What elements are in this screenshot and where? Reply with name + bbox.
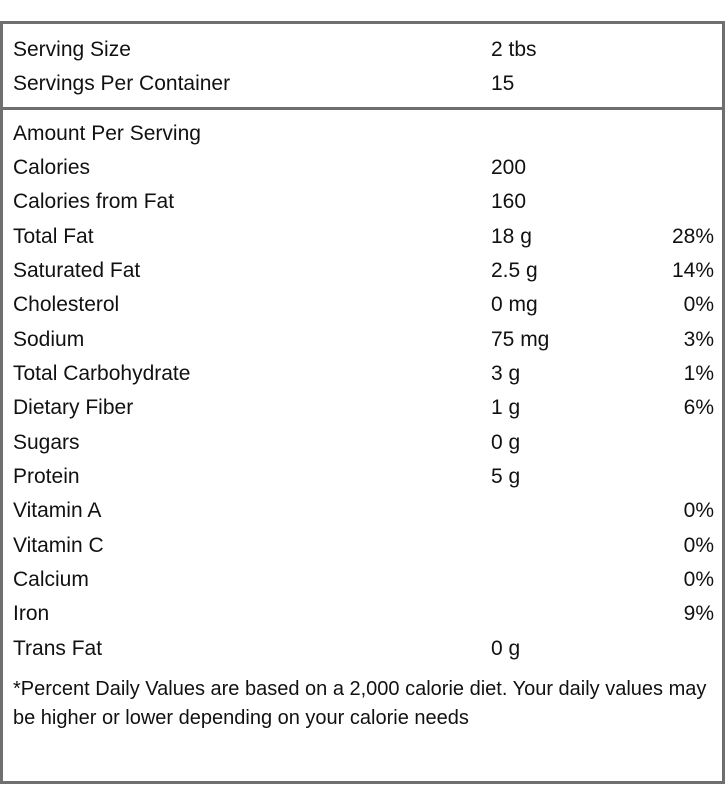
nutrient-row-total-carbohydrate: Total Carbohydrate 3 g 1% [3,357,722,391]
nutrient-row-calories-from-fat: Calories from Fat 160 [3,185,722,219]
nutrient-amount: 160 [491,190,527,213]
nutrient-row-dietary-fiber: Dietary Fiber 1 g 6% [3,391,722,425]
nutrient-row-protein: Protein 5 g [3,460,722,494]
amount-per-serving-label: Amount Per Serving [13,122,201,145]
nutrient-amount: 200 [491,156,527,179]
nutrient-amount: 0 mg [491,293,538,316]
nutrient-row-sugars: Sugars 0 g [3,426,722,460]
serving-size-value: 2 tbs [491,38,537,61]
nutrient-label: Trans Fat [13,637,103,660]
nutrient-amount: 3 g [491,362,521,385]
serving-size-label: Serving Size [13,38,131,61]
nutrient-daily-value: 9% [683,602,714,625]
nutrient-daily-value: 1% [683,362,714,385]
nutrient-row-calcium: Calcium 0% [3,563,722,597]
nutrient-daily-value: 0% [683,534,714,557]
nutrient-label: Total Fat [13,225,94,248]
nutrient-label: Calcium [13,568,89,591]
nutrient-row-iron: Iron 9% [3,597,722,631]
nutrient-row-calories: Calories 200 [3,151,722,185]
nutrient-label: Total Carbohydrate [13,362,191,385]
nutrient-amount: 18 g [491,225,532,248]
nutrient-label: Saturated Fat [13,259,141,282]
nutrient-row-vitamin-a: Vitamin A 0% [3,494,722,528]
servings-per-container-row: Servings Per Container 15 [3,67,722,101]
nutrient-daily-value: 0% [683,568,714,591]
nutrient-amount: 75 mg [491,328,550,351]
nutrient-label: Calories [13,156,91,179]
nutrient-row-sodium: Sodium 75 mg 3% [3,323,722,357]
nutrient-label: Vitamin A [13,499,102,522]
nutrient-amount: 5 g [491,465,521,488]
nutrient-amount: 0 g [491,637,521,660]
servings-per-container-value: 15 [491,72,515,95]
nutrient-row-total-fat: Total Fat 18 g 28% [3,220,722,254]
serving-size-row: Serving Size 2 tbs [3,33,722,67]
amount-per-serving-heading: Amount Per Serving [3,117,722,151]
nutrient-label: Protein [13,465,80,488]
nutrient-daily-value: 28% [671,225,714,248]
nutrient-label: Cholesterol [13,293,120,316]
nutrient-daily-value: 0% [683,499,714,522]
nutrient-daily-value: 3% [683,328,714,351]
nutrient-row-saturated-fat: Saturated Fat 2.5 g 14% [3,254,722,288]
nutrient-daily-value: 0% [683,293,714,316]
servings-per-container-label: Servings Per Container [13,72,231,95]
nutrient-label: Iron [13,602,50,625]
serving-section: Serving Size 2 tbs Servings Per Containe… [3,24,722,110]
nutrient-label: Calories from Fat [13,190,175,213]
nutrient-label: Dietary Fiber [13,396,134,419]
nutrition-facts-panel: Serving Size 2 tbs Servings Per Containe… [0,21,725,784]
nutrient-label: Sodium [13,328,85,351]
nutrient-daily-value: 6% [683,396,714,419]
nutrient-row-trans-fat: Trans Fat 0 g [3,632,722,666]
nutrient-label: Vitamin C [13,534,104,557]
daily-values-footnote: *Percent Daily Values are based on a 2,0… [13,678,707,729]
nutrient-row-vitamin-c: Vitamin C 0% [3,529,722,563]
nutrient-amount: 2.5 g [491,259,538,282]
nutrient-daily-value: 14% [671,259,714,282]
nutrient-label: Sugars [13,431,80,454]
nutrient-amount: 1 g [491,396,521,419]
nutrient-amount: 0 g [491,431,521,454]
nutrient-row-cholesterol: Cholesterol 0 mg 0% [3,288,722,322]
